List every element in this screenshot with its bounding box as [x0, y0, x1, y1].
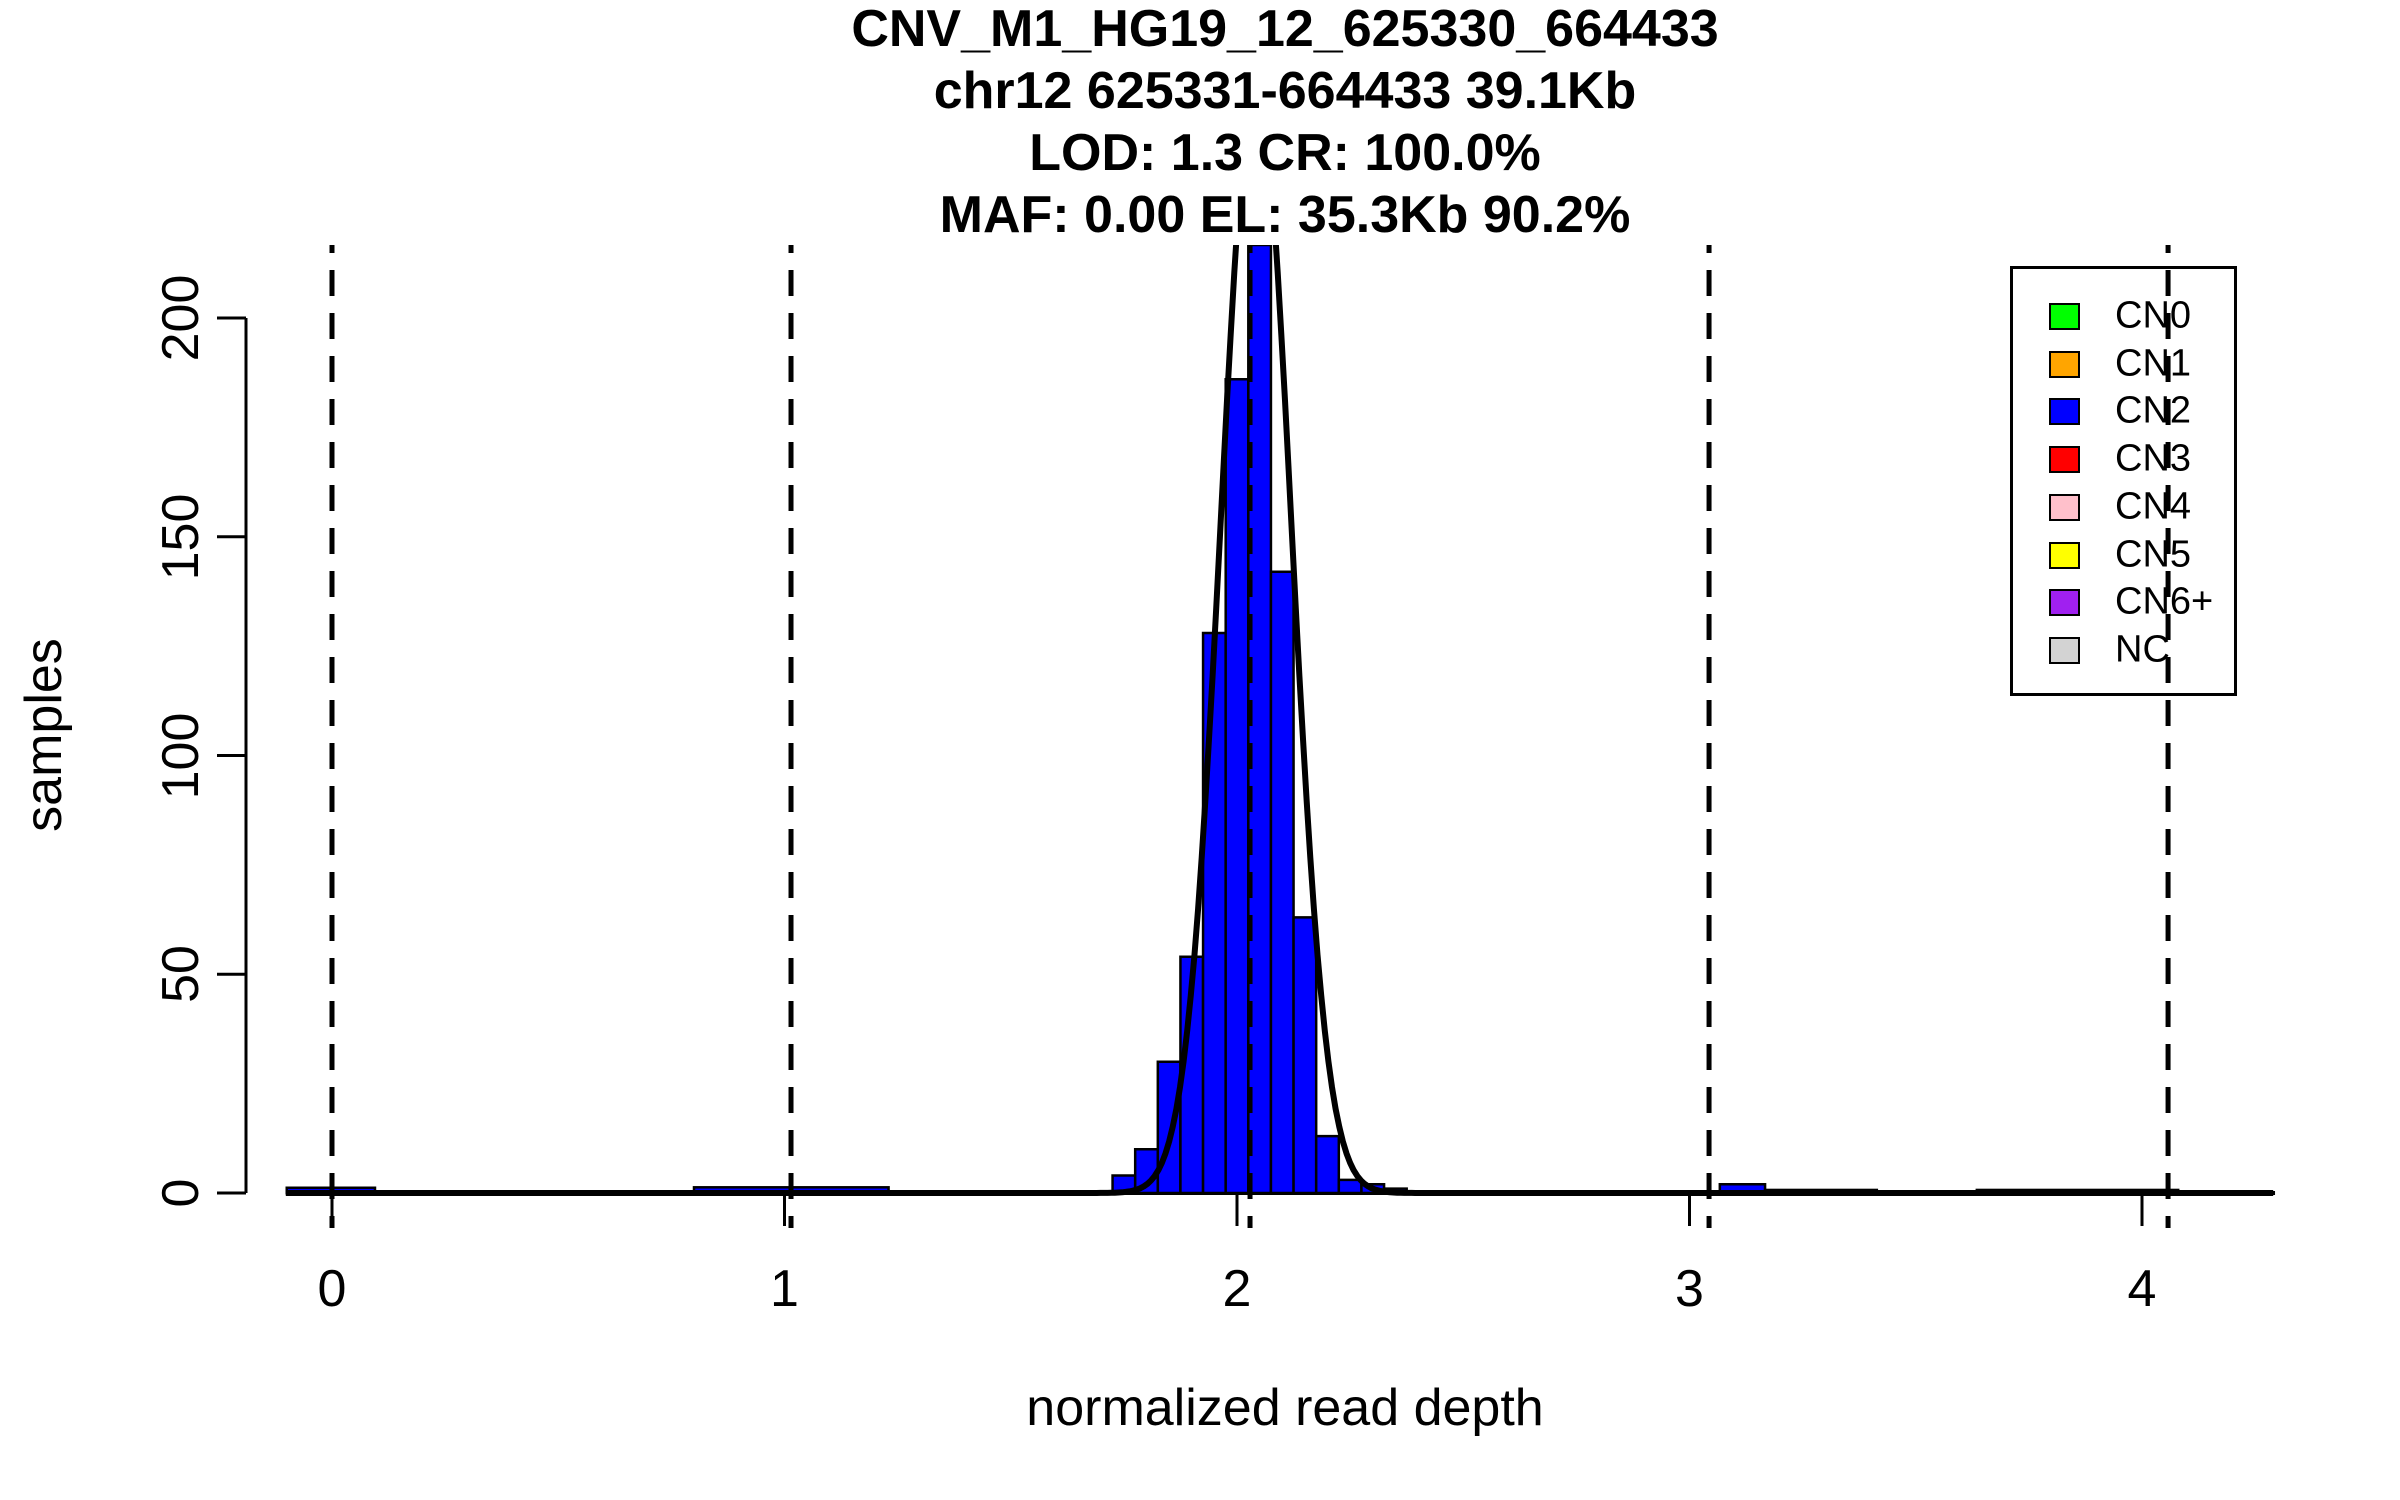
legend-item-nc: NC: [2013, 628, 2234, 671]
histogram-bar: [1156, 1060, 1182, 1195]
legend-item-cn0: CN0: [2013, 294, 2234, 337]
x-tick-label: 3: [1675, 1260, 1704, 1318]
title-line-3: LOD: 1.3 CR: 100.0%: [1029, 124, 1541, 182]
legend-item-cn4: CN4: [2013, 485, 2234, 528]
legend-item-cn3: CN3: [2013, 437, 2234, 480]
legend-label: CN4: [2115, 485, 2192, 528]
x-tick-label: 4: [2127, 1260, 2157, 1318]
legend-item-cn5: CN5: [2013, 533, 2234, 575]
density-fit-curve: [285, 245, 2274, 1196]
x-tick-label: 2: [1222, 1260, 1252, 1318]
y-tick-label: 150: [152, 493, 210, 581]
x-axis-label: normalized read depth: [1026, 1379, 1544, 1437]
legend-item-cn1: CN1: [2013, 342, 2234, 385]
legend-label: CN5: [2115, 533, 2192, 575]
legend-label: CN0: [2115, 294, 2192, 337]
histogram-bar: [1269, 570, 1295, 1195]
histogram-bars: [285, 245, 2180, 1195]
legend-label: CN1: [2115, 342, 2192, 385]
title-line-2: chr12 625331-664433 39.1Kb: [933, 62, 1637, 120]
histogram-bar: [1201, 631, 1227, 1195]
legend-label: NC: [2115, 628, 2170, 671]
legend-label: CN6+: [2115, 580, 2214, 623]
legend-swatch-cn2: [2049, 398, 2080, 426]
title-line-4: MAF: 0.00 EL: 35.3Kb 90.2%: [939, 186, 1631, 244]
legend: CN0 CN1 CN2 CN3 CN4 CN5 CN6+ NC: [2010, 266, 2237, 696]
legend-item-cn6plus: CN6+: [2013, 580, 2234, 623]
x-tick-label: 1: [770, 1260, 799, 1318]
histogram-bar: [1224, 378, 1250, 1195]
legend-swatch-cn1: [2049, 350, 2080, 378]
legend-swatch-cn3: [2049, 446, 2080, 474]
legend-item-cn2: CN2: [2013, 389, 2234, 432]
title-line-1: CNV_M1_HG19_12_625330_664433: [851, 0, 1719, 58]
plot-title: CNV_M1_HG19_12_625330_664433 chr12 62533…: [185, 0, 2385, 246]
y-axis-label: samples: [15, 638, 73, 832]
legend-swatch-cn5: [2049, 541, 2080, 569]
legend-label: CN2: [2115, 389, 2192, 432]
legend-swatch-cn6plus: [2049, 589, 2080, 617]
legend-swatch-cn0: [2049, 303, 2080, 330]
histogram-bar: [1292, 916, 1318, 1195]
legend-label: CN3: [2115, 437, 2192, 480]
y-tick-label: 100: [152, 712, 210, 799]
histogram-bar: [1314, 1134, 1341, 1195]
y-tick-label: 0: [152, 1178, 210, 1208]
y-tick-label: 50: [152, 945, 210, 1004]
x-tick-label: 0: [317, 1260, 347, 1318]
legend-swatch-nc: [2049, 636, 2080, 664]
y-tick-label: 200: [152, 274, 210, 362]
legend-swatch-cn4: [2049, 493, 2080, 521]
histogram-bar: [1337, 1178, 1363, 1195]
